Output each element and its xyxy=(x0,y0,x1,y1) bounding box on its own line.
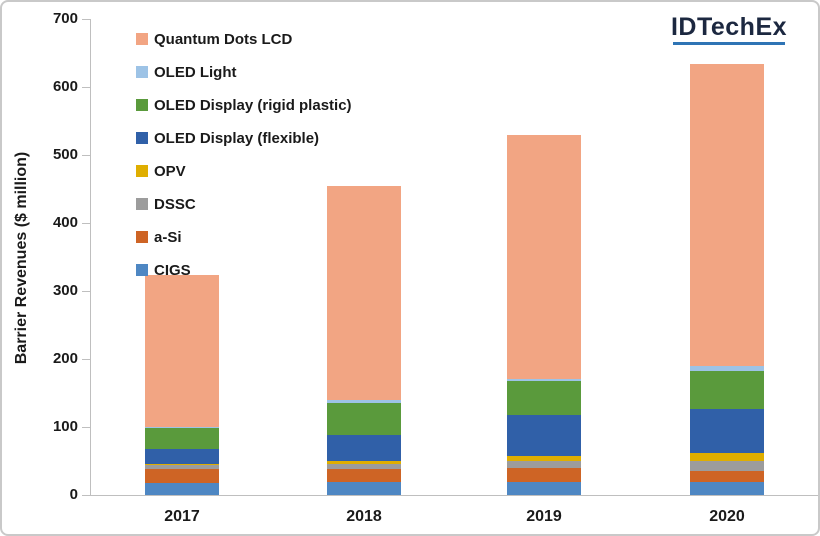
bar-segment xyxy=(327,463,401,470)
legend-item-label: Quantum Dots LCD xyxy=(154,30,293,48)
legend-item: OPV xyxy=(136,161,186,181)
legend-item: Quantum Dots LCD xyxy=(136,29,292,49)
y-tick-label: 200 xyxy=(52,350,78,367)
bar-segment xyxy=(327,186,401,401)
y-tick-mark xyxy=(82,19,90,20)
y-tick-label: 400 xyxy=(52,214,78,231)
legend-item-label: CIGS xyxy=(154,261,191,279)
x-category-label: 2020 xyxy=(709,508,745,525)
bar-segment xyxy=(145,465,219,470)
legend-item-label: a-Si xyxy=(154,228,182,246)
legend-item: a-Si xyxy=(136,227,182,247)
legend-item-label: OLED Light xyxy=(154,63,237,81)
legend-item: OLED Light xyxy=(136,62,237,82)
legend-item: OLED Display (rigid plastic) xyxy=(136,95,352,115)
bar-segment xyxy=(507,381,581,415)
bar-segment xyxy=(690,461,764,472)
bar-segment xyxy=(145,448,219,464)
idtechex-logo: IDTechEx xyxy=(662,12,796,45)
bar-segment xyxy=(690,63,764,367)
x-axis-line xyxy=(90,495,818,496)
bar-segment xyxy=(507,414,581,456)
bar-segment xyxy=(327,435,401,461)
legend-swatch xyxy=(136,99,148,111)
y-axis-line xyxy=(90,19,91,495)
x-category-label: 2018 xyxy=(346,508,382,525)
bar-segment xyxy=(507,482,581,495)
bar-segment xyxy=(507,468,581,483)
y-tick-label: 0 xyxy=(69,486,78,503)
idtechex-logo-text: IDTechEx xyxy=(670,13,788,41)
legend-item-label: OPV xyxy=(154,162,186,180)
y-tick-label: 600 xyxy=(52,78,78,95)
y-tick-mark xyxy=(82,87,90,88)
legend-swatch xyxy=(136,33,148,45)
y-tick-mark xyxy=(82,427,90,428)
bar-segment xyxy=(507,455,581,461)
bar-segment xyxy=(690,482,764,495)
x-category-label: 2017 xyxy=(164,508,200,525)
legend-item: DSSC xyxy=(136,194,196,214)
bar-segment xyxy=(145,469,219,483)
bar-segment xyxy=(327,400,401,403)
bar-segment xyxy=(507,378,581,382)
bar-segment xyxy=(690,408,764,453)
bar-segment xyxy=(145,428,219,449)
y-tick-mark xyxy=(82,495,90,496)
legend-swatch xyxy=(136,264,148,276)
legend-swatch xyxy=(136,132,148,144)
legend-swatch xyxy=(136,231,148,243)
y-tick-mark xyxy=(82,223,90,224)
y-tick-mark xyxy=(82,291,90,292)
legend-item-label: OLED Display (rigid plastic) xyxy=(154,96,352,114)
legend-swatch xyxy=(136,165,148,177)
bar-segment xyxy=(690,471,764,483)
bar-segment xyxy=(145,482,219,495)
legend-item: OLED Display (flexible) xyxy=(136,128,319,148)
bar-segment xyxy=(690,366,764,371)
legend-item-label: OLED Display (flexible) xyxy=(154,129,320,147)
y-tick-label: 500 xyxy=(52,146,78,163)
bar-segment xyxy=(327,469,401,483)
bar-segment xyxy=(327,482,401,495)
y-tick-label: 100 xyxy=(52,418,78,435)
bar-segment xyxy=(145,274,219,427)
legend-swatch xyxy=(136,198,148,210)
bar-segment xyxy=(507,461,581,469)
legend-item: CIGS xyxy=(136,260,191,280)
idtechex-logo-underline xyxy=(673,42,785,45)
y-tick-mark xyxy=(82,155,90,156)
bar-segment xyxy=(145,463,219,466)
bar-segment xyxy=(507,134,581,379)
x-category-label: 2019 xyxy=(526,508,562,525)
y-tick-mark xyxy=(82,359,90,360)
y-tick-label: 700 xyxy=(52,10,78,27)
bar-segment xyxy=(327,402,401,436)
bar-segment xyxy=(690,370,764,409)
bar-segment xyxy=(690,452,764,461)
y-tick-label: 300 xyxy=(52,282,78,299)
bar-segment xyxy=(145,427,219,429)
legend-swatch xyxy=(136,66,148,78)
bar-segment xyxy=(327,461,401,464)
legend-item-label: DSSC xyxy=(154,195,196,213)
